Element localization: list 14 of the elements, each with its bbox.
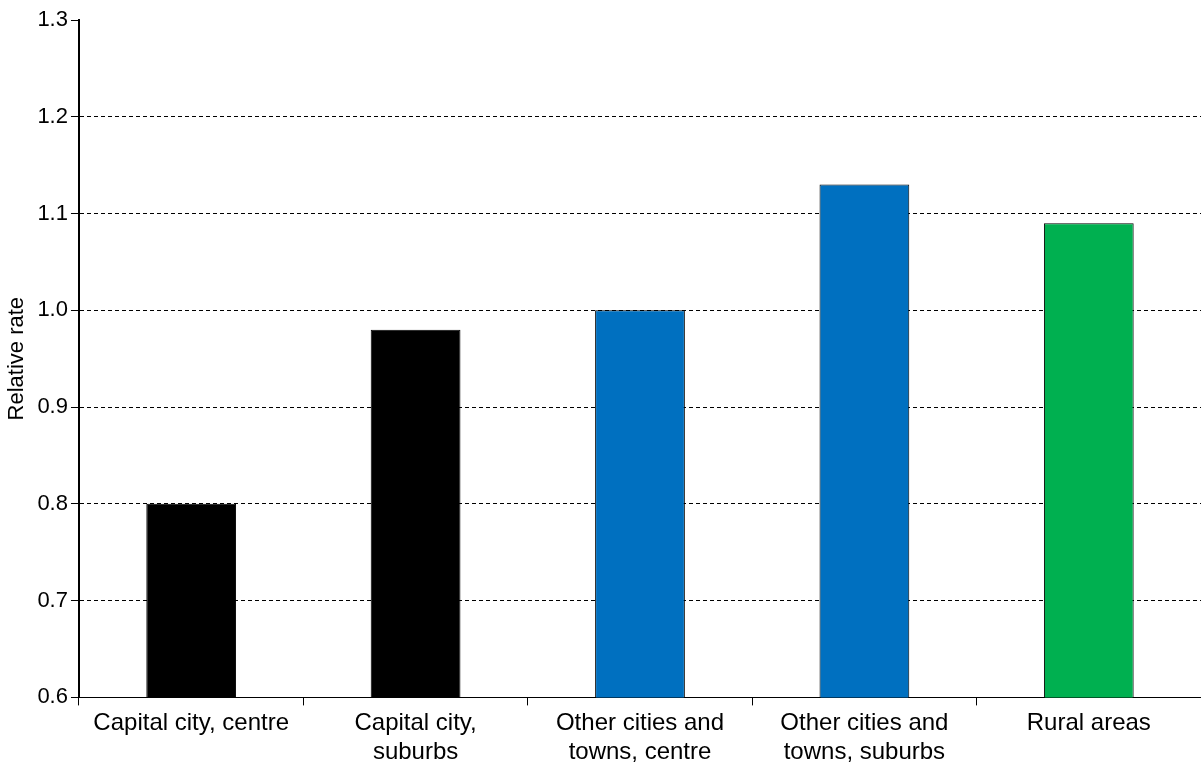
y-tick-label: 1.1 (37, 199, 68, 225)
y-tick-label: 0.9 (37, 393, 68, 419)
y-tick-label: 1.2 (37, 102, 68, 128)
x-tick-label: Rural areas (1026, 708, 1151, 736)
x-tick-label: Capital city, centre (93, 708, 290, 736)
x-tick-label: Capital city, suburbs (354, 708, 477, 765)
x-tick-label: Other cities and towns, centre (555, 708, 725, 765)
y-tick-label: 0.7 (37, 586, 68, 612)
y-tick-label: 1.3 (37, 6, 68, 32)
y-tick-label: 1.0 (37, 296, 68, 322)
y-tick-label: 0.6 (37, 683, 68, 709)
y-axis-title: Relative rate (3, 296, 29, 421)
x-tick-label: Other cities and towns, suburbs (780, 708, 949, 765)
y-tick-label: 0.8 (37, 489, 68, 515)
